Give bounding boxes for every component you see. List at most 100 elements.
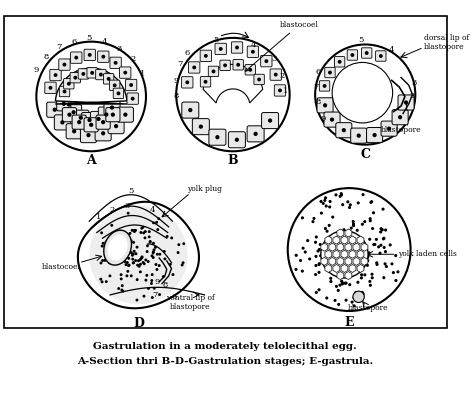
Text: 9: 9 (173, 77, 179, 85)
Circle shape (124, 238, 126, 239)
Circle shape (132, 254, 133, 256)
Circle shape (344, 249, 346, 250)
Circle shape (155, 264, 157, 265)
Circle shape (353, 223, 355, 225)
Text: 9: 9 (155, 278, 160, 286)
Circle shape (370, 284, 371, 286)
Text: ventral lip of
blastopore: ventral lip of blastopore (166, 294, 215, 311)
Text: 8: 8 (315, 98, 321, 106)
Circle shape (158, 218, 160, 220)
Circle shape (379, 252, 381, 254)
FancyBboxPatch shape (208, 66, 219, 77)
Circle shape (102, 242, 104, 244)
Circle shape (89, 54, 91, 56)
FancyBboxPatch shape (103, 73, 114, 84)
Circle shape (149, 241, 151, 242)
Circle shape (302, 247, 304, 249)
Circle shape (138, 266, 140, 267)
Circle shape (362, 293, 364, 295)
Circle shape (369, 220, 371, 222)
Circle shape (193, 66, 195, 69)
FancyBboxPatch shape (91, 111, 107, 127)
Circle shape (357, 281, 359, 283)
Text: 8: 8 (173, 93, 179, 100)
Circle shape (356, 229, 358, 231)
Text: 4: 4 (251, 42, 256, 49)
Circle shape (395, 280, 397, 281)
Circle shape (143, 232, 145, 234)
Circle shape (105, 113, 108, 116)
Circle shape (128, 265, 129, 266)
FancyBboxPatch shape (119, 67, 131, 78)
Circle shape (134, 231, 135, 232)
Circle shape (64, 90, 66, 93)
Circle shape (68, 113, 71, 116)
Circle shape (331, 245, 333, 247)
Circle shape (100, 73, 102, 76)
FancyBboxPatch shape (82, 112, 98, 127)
Circle shape (54, 108, 56, 111)
Circle shape (288, 188, 410, 311)
Circle shape (343, 249, 344, 251)
FancyBboxPatch shape (381, 121, 397, 136)
Circle shape (73, 130, 75, 133)
Circle shape (362, 257, 364, 259)
FancyBboxPatch shape (95, 126, 111, 141)
Circle shape (186, 81, 189, 83)
Text: 1: 1 (283, 87, 289, 95)
FancyBboxPatch shape (63, 107, 76, 122)
Circle shape (346, 237, 348, 239)
Circle shape (176, 38, 290, 151)
Circle shape (353, 297, 355, 298)
Circle shape (68, 83, 70, 85)
FancyBboxPatch shape (254, 74, 264, 85)
Circle shape (152, 274, 153, 276)
Circle shape (367, 256, 369, 257)
Circle shape (182, 264, 183, 266)
Circle shape (141, 227, 143, 229)
Circle shape (380, 231, 382, 233)
Circle shape (183, 243, 184, 244)
Circle shape (367, 260, 369, 261)
Circle shape (337, 260, 338, 261)
FancyBboxPatch shape (233, 60, 243, 70)
Circle shape (343, 229, 345, 230)
Circle shape (153, 222, 155, 224)
Circle shape (351, 246, 353, 247)
Circle shape (364, 274, 365, 276)
Text: 7: 7 (56, 43, 62, 51)
Text: yolk plug: yolk plug (187, 185, 222, 193)
Circle shape (341, 259, 342, 260)
Circle shape (109, 262, 110, 264)
Circle shape (144, 237, 146, 239)
FancyBboxPatch shape (335, 56, 345, 67)
Circle shape (324, 200, 326, 201)
Circle shape (341, 267, 343, 269)
Text: C: C (360, 148, 370, 161)
Circle shape (153, 249, 155, 251)
FancyBboxPatch shape (57, 97, 71, 111)
Circle shape (134, 229, 135, 231)
Circle shape (142, 262, 144, 263)
FancyBboxPatch shape (109, 80, 120, 90)
Text: 8: 8 (162, 281, 168, 290)
Circle shape (319, 263, 320, 264)
Circle shape (79, 116, 82, 119)
Circle shape (111, 113, 114, 116)
Circle shape (362, 194, 364, 195)
Circle shape (384, 251, 386, 252)
Circle shape (106, 281, 107, 283)
Text: 1: 1 (96, 213, 101, 222)
Circle shape (152, 297, 153, 298)
Polygon shape (55, 68, 127, 104)
Circle shape (339, 284, 341, 286)
Text: A-Section thri B-D-Gastrulation stages; E-gastrula.: A-Section thri B-D-Gastrulation stages; … (77, 356, 374, 366)
Circle shape (324, 104, 327, 107)
Circle shape (130, 240, 132, 242)
Circle shape (385, 229, 386, 231)
FancyBboxPatch shape (245, 65, 255, 75)
Circle shape (343, 251, 345, 254)
FancyBboxPatch shape (261, 56, 272, 67)
Circle shape (110, 106, 113, 109)
Circle shape (392, 272, 394, 273)
